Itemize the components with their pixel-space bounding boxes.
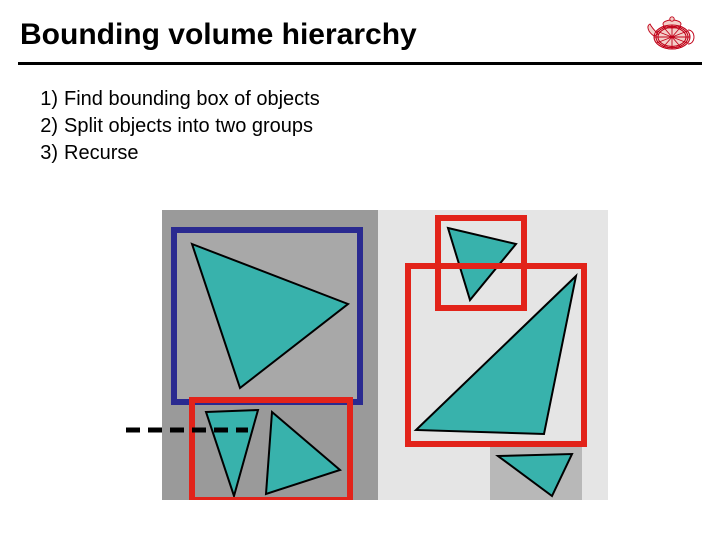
step-item: 1)Find bounding box of objects	[34, 86, 320, 113]
page-title: Bounding volume hierarchy	[20, 18, 700, 52]
bvh-diagram	[120, 210, 608, 500]
step-text: Split objects into two groups	[64, 113, 313, 140]
step-text: Find bounding box of objects	[64, 86, 320, 113]
step-item: 3)Recurse	[34, 140, 320, 167]
step-text: Recurse	[64, 140, 138, 167]
step-item: 2)Split objects into two groups	[34, 113, 320, 140]
step-number: 2)	[34, 113, 64, 140]
steps-list: 1)Find bounding box of objects2)Split ob…	[34, 86, 320, 167]
header-divider	[18, 62, 702, 65]
step-number: 3)	[34, 140, 64, 167]
teapot-logo	[642, 14, 698, 59]
step-number: 1)	[34, 86, 64, 113]
